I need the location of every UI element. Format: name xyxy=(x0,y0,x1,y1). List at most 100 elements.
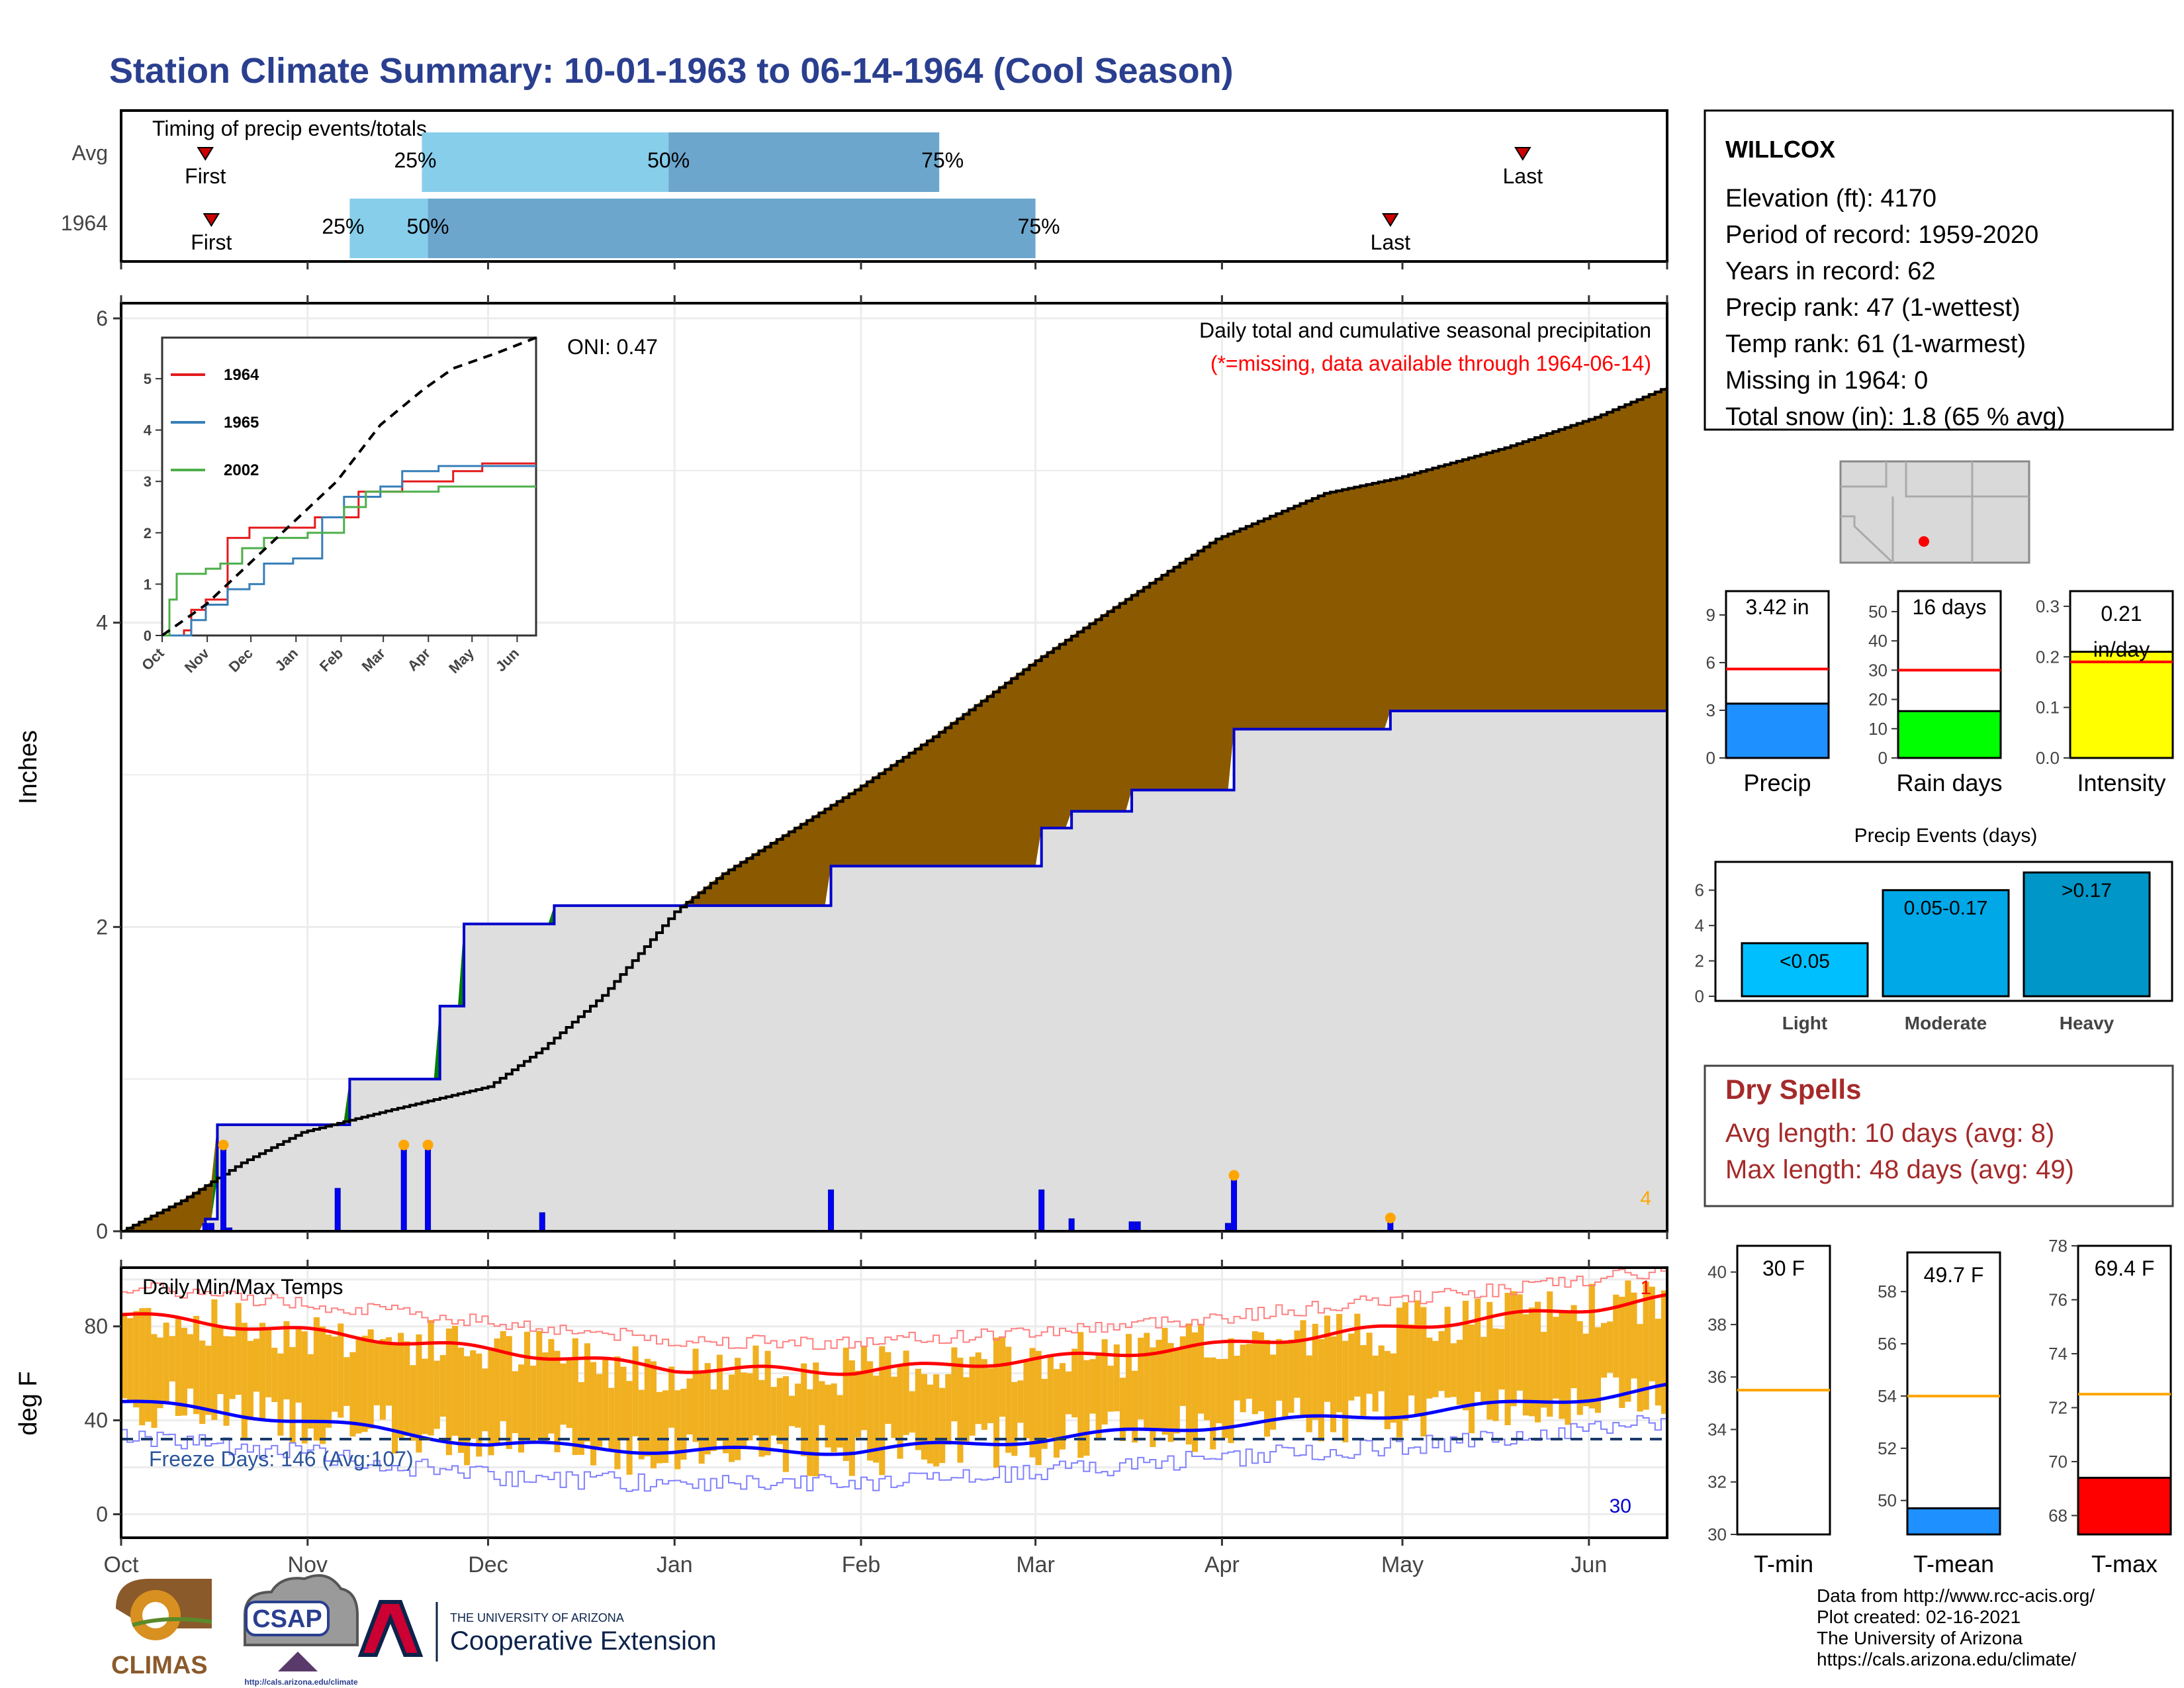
daily-temp-bar xyxy=(1510,1291,1517,1407)
inset-ytick-label: 2 xyxy=(144,525,152,541)
daily-temp-bar xyxy=(1179,1336,1186,1406)
month-label: Apr xyxy=(1205,1552,1240,1577)
month-label: Oct xyxy=(104,1552,139,1577)
mini-ytick-label: 20 xyxy=(1868,690,1888,710)
daily-precip-bar xyxy=(539,1212,545,1233)
daily-temp-bar xyxy=(584,1343,590,1442)
daily-temp-bar xyxy=(999,1337,1006,1417)
timing-last-label: Last xyxy=(1503,164,1543,188)
timing-panel: Timing of precip events/totals Avg 1964 … xyxy=(61,109,1668,269)
mini-ytick-label: 50 xyxy=(1878,1491,1897,1511)
daily-temp-bar xyxy=(927,1384,934,1464)
mini-ytick-label: 38 xyxy=(1707,1315,1727,1335)
daily-temp-bar xyxy=(121,1315,128,1399)
record-max-line xyxy=(121,1266,1667,1350)
daily-temp-bar xyxy=(861,1346,868,1430)
mini-ytick-label: 0.2 xyxy=(2036,647,2060,667)
temperature-panel: 0 40 80 deg F Daily Min/Max Temps Freeze D… xyxy=(15,1266,1668,1539)
inset-legend-label: 2002 xyxy=(224,461,259,479)
daily-temp-bar xyxy=(674,1390,681,1470)
footer-credits: Data from http://www.rcc-acis.org/Plot c… xyxy=(1817,1585,2095,1669)
daily-temp-bar xyxy=(355,1339,362,1434)
daily-temp-bar xyxy=(343,1357,350,1406)
event-bar-label: 0.05-0.17 xyxy=(1904,898,1988,919)
daily-precip-bar xyxy=(1068,1218,1075,1233)
daily-temp-bar xyxy=(494,1338,500,1445)
mini-ytick-label: 58 xyxy=(1878,1282,1897,1301)
season-value-text: 3.42 in xyxy=(1745,595,1809,619)
daily-temp-bar xyxy=(1372,1355,1379,1412)
record-min-line xyxy=(121,1415,1667,1492)
mini-ytick-label: 76 xyxy=(2048,1289,2068,1309)
daily-temp-bar xyxy=(692,1348,699,1442)
season-temp-bar xyxy=(2077,1476,2172,1536)
timing-last-label: Last xyxy=(1371,230,1411,254)
daily-temp-bar xyxy=(560,1363,567,1425)
daily-temp-bar xyxy=(1432,1340,1439,1397)
daily-temp-bar xyxy=(1570,1305,1577,1389)
daily-temp-bar xyxy=(819,1381,825,1425)
events-title: Precip Events (days) xyxy=(1854,825,2038,847)
event-bar xyxy=(1882,889,2010,998)
daily-temp-bar xyxy=(398,1333,404,1438)
events-ytick-label: 0 xyxy=(1695,986,1704,1006)
footer-line: https://cals.arizona.edu/climate/ xyxy=(1817,1649,2076,1669)
daily-temp-bar xyxy=(1360,1345,1367,1416)
daily-temp-bar xyxy=(939,1387,946,1464)
daily-temp-bar xyxy=(145,1307,152,1422)
daily-temp-bar xyxy=(1125,1334,1132,1429)
station-info-line: Precip rank: 47 (1-wettest) xyxy=(1725,294,2021,322)
mini-ytick-label: 0.0 xyxy=(2036,748,2060,768)
daily-temp-bar xyxy=(1210,1357,1216,1450)
timing-last-marker xyxy=(1382,213,1399,227)
daily-temp-bar xyxy=(445,1328,452,1456)
daily-temp-bar xyxy=(1132,1370,1138,1443)
daily-temp-bar xyxy=(1469,1324,1475,1434)
daily-temp-bar xyxy=(259,1323,266,1419)
mini-ytick-label: 0 xyxy=(1706,748,1715,768)
csap-logo-url: http://cals.arizona.edu/climate xyxy=(244,1677,358,1687)
season-value-text: 30 F xyxy=(1762,1256,1805,1280)
daily-temp-bar xyxy=(608,1387,615,1449)
daily-temp-bar xyxy=(523,1331,531,1439)
mini-ytick-label: 0.3 xyxy=(2036,596,2060,616)
daily-temp-bar xyxy=(885,1352,891,1425)
daily-temp-bar xyxy=(1144,1333,1150,1431)
daily-precip-bar xyxy=(1134,1221,1141,1233)
timing-row-label-avg: Avg xyxy=(71,141,108,165)
station-info-line: Total snow (in): 1.8 (65 % avg) xyxy=(1725,403,2065,431)
daily-temp-bar xyxy=(644,1358,651,1457)
daily-temp-bar xyxy=(439,1355,446,1417)
precip-ytick-label: 0 xyxy=(96,1219,108,1243)
mini-ytick-label: 68 xyxy=(2048,1505,2068,1525)
daily-temp-bar xyxy=(879,1346,886,1476)
daily-temp-bar xyxy=(410,1365,416,1441)
daily-precip-bar xyxy=(1231,1177,1238,1232)
daily-temp-bar xyxy=(891,1376,897,1438)
mini-ytick-label: 40 xyxy=(1868,631,1888,651)
daily-temp-bar xyxy=(602,1356,609,1440)
surplus-gap-area xyxy=(121,387,1667,1231)
daily-temp-bar xyxy=(151,1334,158,1429)
daily-temp-bar xyxy=(1643,1282,1649,1410)
daily-temp-bar xyxy=(1191,1332,1199,1452)
inset-ytick-label: 0 xyxy=(144,628,152,644)
daily-temp-bar xyxy=(1384,1350,1390,1429)
precip-ytick-label: 2 xyxy=(96,915,108,939)
station-info-box: WILLCOX Elevation (ft): 4170 Period of re… xyxy=(1704,109,2174,431)
daily-temp-bar xyxy=(698,1370,705,1464)
daily-temp-bar xyxy=(632,1346,639,1436)
daily-temp-bar xyxy=(1619,1296,1625,1408)
daily-precip-marker xyxy=(398,1139,410,1150)
daily-temp-bar xyxy=(175,1317,181,1416)
daily-temp-bar xyxy=(253,1338,260,1392)
dry-spells-title: Dry Spells xyxy=(1725,1074,1861,1105)
daily-temp-bar xyxy=(620,1366,627,1440)
mini-ytick-label: 30 xyxy=(1707,1524,1727,1544)
daily-temp-bar xyxy=(1318,1338,1324,1442)
daily-temp-bar xyxy=(1113,1344,1120,1411)
daily-temp-bar xyxy=(1330,1336,1337,1432)
daily-temp-bar xyxy=(1167,1342,1174,1442)
daily-temp-bar xyxy=(776,1378,783,1444)
daily-temp-bar xyxy=(758,1380,765,1457)
